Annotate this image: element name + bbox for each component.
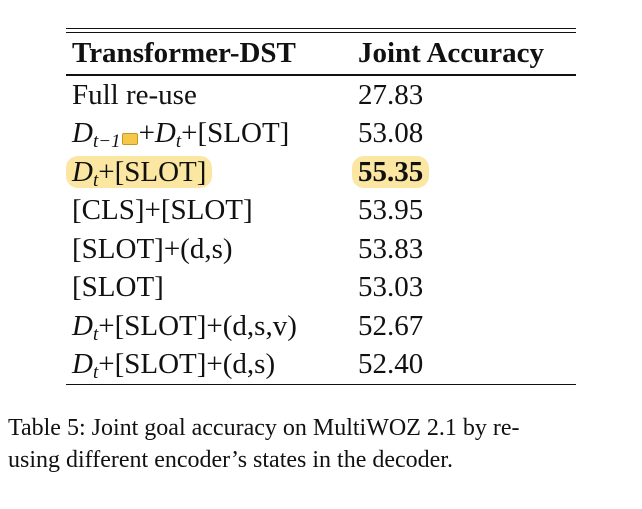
table-row: [SLOT] 53.03	[66, 268, 576, 307]
label-d: D	[154, 117, 176, 149]
label-d: D	[72, 309, 93, 342]
row-value: 27.83	[358, 78, 424, 111]
row-value: 53.83	[358, 232, 424, 265]
row-label: Dt+[SLOT]+(d,s)	[66, 345, 358, 384]
row-value: 55.35	[352, 153, 576, 192]
row-label: [SLOT]+(d,s)	[72, 232, 233, 265]
table-row: [CLS]+[SLOT] 53.95	[66, 191, 576, 230]
row-value: 53.08	[358, 117, 424, 149]
label-rest: +[SLOT]+(d,s,v)	[98, 309, 297, 342]
label-subscript: t	[92, 169, 99, 191]
row-label: Dt+[SLOT]	[66, 153, 358, 192]
highlighted-label[interactable]: Dt+[SLOT]	[66, 155, 213, 191]
label-d: D	[72, 117, 93, 149]
row-value: 53.03	[358, 271, 424, 303]
note-icon[interactable]	[121, 133, 138, 145]
results-table: Transformer-DST Joint Accuracy	[66, 33, 576, 74]
label-plus: +	[138, 117, 155, 149]
label-subscript: t	[92, 362, 99, 383]
table-row: [SLOT]+(d,s) 53.83	[66, 230, 576, 269]
label-d: D	[72, 155, 93, 188]
table-row: Full re-use 27.83	[66, 76, 576, 115]
caption-line-2: using different encoder’s states in the …	[8, 447, 453, 473]
label-subscript: t	[92, 323, 99, 345]
table-row-highlighted: Dt+[SLOT] 55.35	[66, 153, 576, 192]
table-row: Dt+[SLOT]+(d,s) 52.40	[66, 345, 576, 384]
row-label: Full re-use	[72, 78, 197, 111]
top-rule	[66, 28, 576, 29]
row-label: Dt+[SLOT]+(d,s,v)	[66, 307, 358, 346]
row-value: 52.40	[358, 348, 424, 380]
table-caption: Table 5: Joint goal accuracy on MultiWOZ…	[8, 412, 634, 476]
subscript-t-minus-1: t−1	[92, 131, 121, 152]
label-rest: +[SLOT]	[181, 117, 290, 149]
row-label: [SLOT]	[72, 271, 164, 303]
highlighted-value[interactable]: 55.35	[352, 155, 430, 188]
results-table-container: Transformer-DST Joint Accuracy Full re-u…	[66, 28, 576, 385]
table-row: Dt−1 +Dt+[SLOT] 53.08	[66, 114, 576, 153]
header-rule	[66, 74, 576, 76]
label-rest: +[SLOT]+(d,s)	[98, 348, 276, 380]
table-row: Dt+[SLOT]+(d,s,v) 52.67	[66, 307, 576, 346]
top-rule-2	[66, 32, 576, 33]
row-value: 52.67	[358, 309, 424, 342]
label-rest: +[SLOT]	[98, 155, 207, 188]
caption-line-1: Table 5: Joint goal accuracy on MultiWOZ…	[8, 415, 520, 441]
row-label: [CLS]+[SLOT]	[72, 194, 253, 226]
header-joint-accuracy: Joint Accuracy	[358, 37, 545, 69]
label-subscript: t	[175, 131, 182, 152]
label-subscript: t−1	[93, 131, 121, 152]
bottom-rule	[66, 383, 576, 385]
row-value: 53.95	[358, 194, 424, 226]
results-table-body: Full re-use 27.83 Dt−1 +Dt+[SLOT] 53.08 D…	[66, 76, 576, 384]
table-header-row: Transformer-DST Joint Accuracy	[66, 33, 576, 74]
header-transformer-dst: Transformer-DST	[72, 37, 296, 69]
label-d: D	[72, 348, 93, 380]
row-label: Dt−1 +Dt+[SLOT]	[66, 114, 358, 153]
